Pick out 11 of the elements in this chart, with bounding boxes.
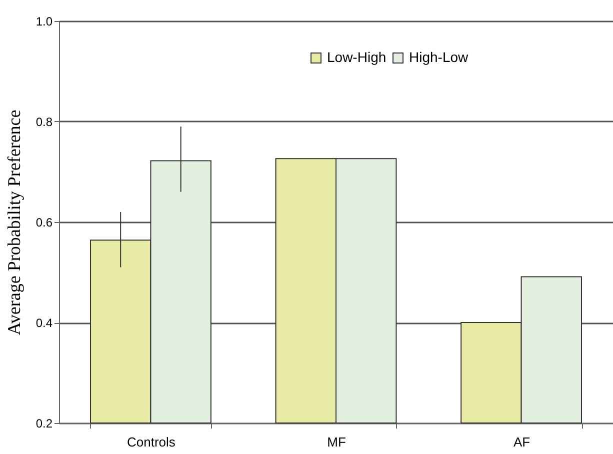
legend-label: High-Low — [409, 49, 470, 65]
legend-label: Low-High — [327, 49, 386, 65]
y-tick-label: 0.4 — [36, 316, 53, 330]
y-tick-label: 0.2 — [36, 416, 53, 430]
x-tick-label: Controls — [127, 434, 176, 450]
x-tick-label: AF — [513, 434, 530, 450]
y-tick-label: 0.8 — [36, 115, 53, 129]
y-axis-title: Average Probability Preference — [4, 110, 24, 336]
y-tick-label: 1.0 — [36, 14, 53, 28]
y-tick-label: 0.6 — [36, 216, 53, 230]
x-tick-label: MF — [327, 434, 346, 450]
